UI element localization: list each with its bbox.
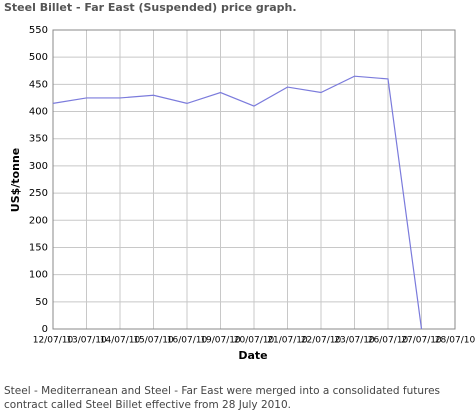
x-tick-label: 15/07/10 [133,336,174,346]
plot-border [52,29,456,330]
y-tick-label: 550 [29,25,48,36]
chart: Steel Billet - Far East (Suspended) pric… [4,1,476,362]
x-tick-label: 23/07/10 [334,336,375,346]
y-tick-label: 50 [35,297,48,308]
x-tick-label: 19/07/10 [200,336,241,346]
y-tick-label: 500 [29,52,48,63]
footnote: Steel - Mediterranean and Steel - Far Ea… [4,385,441,411]
y-tick-label: 250 [29,188,48,199]
x-tick-label: 12/07/10 [33,336,74,346]
chart-title: Steel Billet - Far East (Suspended) pric… [4,1,297,14]
price-line [52,75,423,330]
y-tick-label: 400 [29,107,48,118]
y-tick-label: 350 [29,134,48,145]
x-tick-label: 22/07/10 [301,336,342,346]
x-tick-label: 13/07/10 [66,336,107,346]
y-tick-label: 450 [29,79,48,90]
x-axis-label: Date [238,349,267,362]
y-tick-label: 300 [29,161,48,172]
x-tick-label: 27/07/10 [401,336,442,346]
x-tick-label: 28/07/10 [435,336,476,346]
x-tick-label: 14/07/10 [100,336,141,346]
x-tick-label: 16/07/10 [167,336,208,346]
y-tick-label: 0 [42,324,48,335]
y-tick-label: 100 [29,270,48,281]
y-tick-label: 200 [29,215,48,226]
x-tick-label: 20/07/10 [234,336,275,346]
y-tick-label: 150 [29,242,48,253]
x-tick-label: 21/07/10 [267,336,308,346]
y-axis-label: US$/tonne [9,148,22,212]
x-tick-label: 26/07/10 [368,336,409,346]
